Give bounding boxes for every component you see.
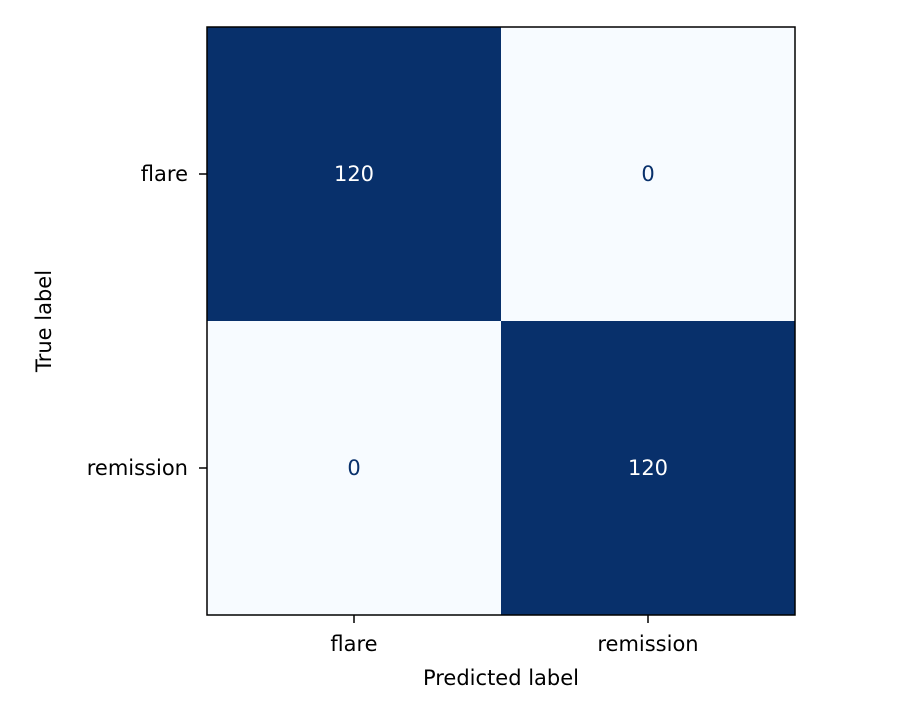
cell-value-label: 120 <box>628 456 668 480</box>
heatmap-cell <box>207 321 501 615</box>
y-tick-label: flare <box>141 162 188 186</box>
cell-value-labels: 120 0 0 120 <box>334 162 668 480</box>
heatmap-cell <box>207 27 501 321</box>
cell-value-label: 0 <box>347 456 360 480</box>
y-axis-label: True label <box>32 270 56 373</box>
x-tick-label: remission <box>597 632 698 656</box>
cell-value-label: 120 <box>334 162 374 186</box>
x-tick-label: flare <box>330 632 377 656</box>
cell-value-label: 0 <box>641 162 654 186</box>
axis-ticks: flare remission flare remission <box>87 162 699 656</box>
heatmap-cell <box>501 321 795 615</box>
x-axis-label: Predicted label <box>423 666 579 690</box>
plot-frame <box>206 26 796 616</box>
heatmap-cells <box>207 27 795 615</box>
heatmap-cell <box>501 27 795 321</box>
y-tick-label: remission <box>87 456 188 480</box>
